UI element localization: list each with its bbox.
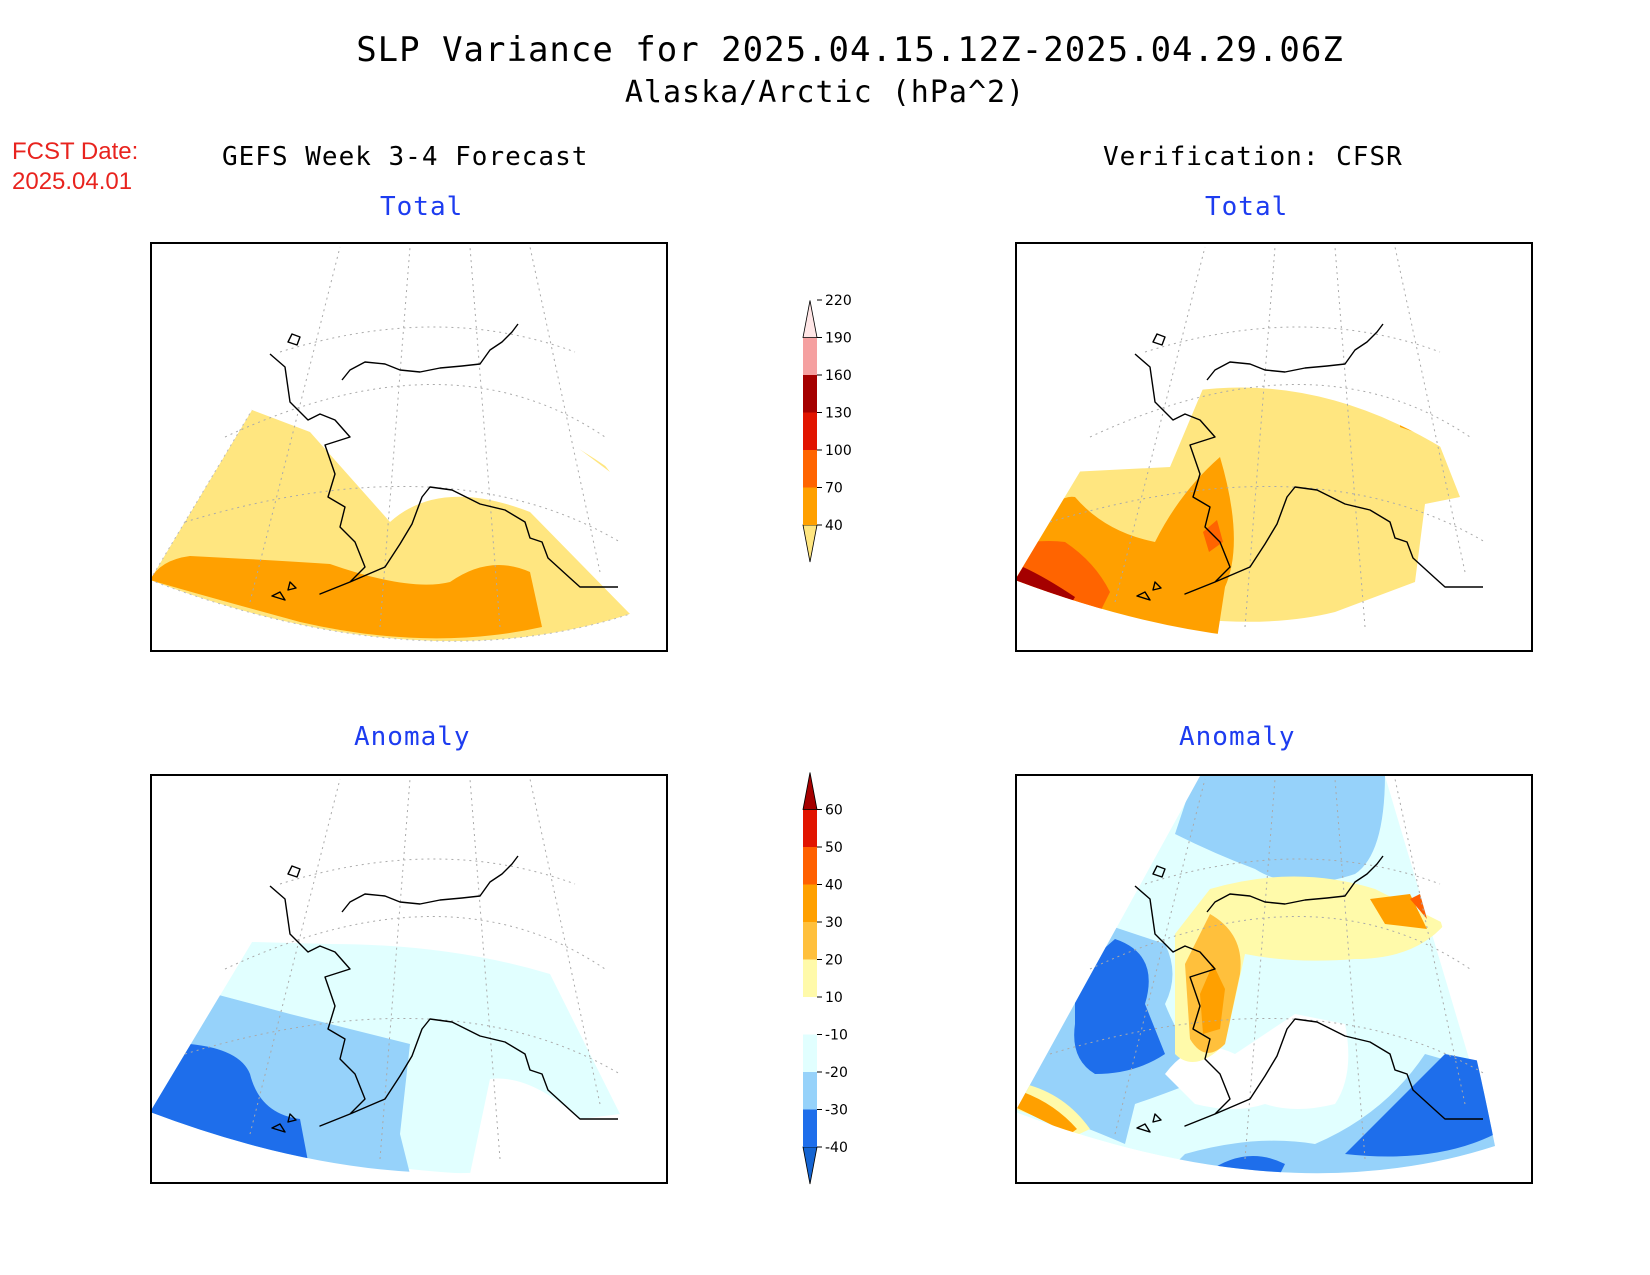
colorbar-total-bin: [803, 337, 817, 375]
colorbar-total-label: 220: [825, 293, 852, 309]
colorbar-total-bin: [802, 300, 818, 338]
colorbar-anomaly-bin: [803, 1072, 817, 1110]
colorbar-anomaly-bin: [803, 1109, 817, 1147]
colorbar-total: 40 70 100 130 160 190 220: [802, 293, 852, 563]
map-frame: [1015, 774, 1533, 1184]
colorbar-anomaly-label: 40: [825, 878, 843, 894]
right-column-heading: Verification: CFSR: [1103, 142, 1403, 172]
colorbar-anomaly-bin: [803, 884, 817, 922]
colorbar-anomaly-bin: [802, 772, 818, 810]
colorbar-total-bin: [803, 412, 817, 450]
colorbar-total-bin: [803, 487, 817, 525]
colorbar-anomaly-label: 30: [825, 915, 843, 931]
colorbar-total-bin: [802, 524, 818, 563]
map-verification-total: [1015, 242, 1533, 652]
colorbar-anomaly-bin: [803, 959, 817, 997]
colorbar-anomaly-label: 60: [825, 803, 843, 819]
forecast-date-label: FCST Date:: [12, 138, 139, 165]
colorbar-total-label: 40: [825, 518, 843, 534]
map-verification-anomaly: [1015, 774, 1533, 1184]
colorbar-total-bin: [803, 450, 817, 488]
main-subtitle: Alaska/Arctic (hPa^2): [624, 75, 1026, 110]
colorbar-anomaly-bin: [803, 997, 817, 1035]
main-title: SLP Variance for 2025.04.15.12Z-2025.04.…: [356, 30, 1344, 70]
map-forecast-anomaly: [150, 774, 668, 1184]
left-column-heading: GEFS Week 3-4 Forecast: [222, 142, 589, 172]
coastline: [269, 323, 618, 595]
forecast-date-value: 2025.04.01: [12, 168, 133, 195]
colorbar-anomaly-bin: [803, 1034, 817, 1072]
map-frame: [150, 774, 668, 1184]
colorbar-anomaly-label: -40: [825, 1140, 848, 1156]
colorbar-anomaly-bin: [803, 809, 817, 847]
panel-tr-subtitle: Total: [1205, 192, 1289, 222]
colorbar-total-label: 70: [825, 481, 843, 497]
colorbar-anomaly-label: -30: [825, 1103, 848, 1119]
colorbar-anomaly-bin: [803, 922, 817, 960]
map-forecast-total: [150, 242, 668, 652]
panel-br-subtitle: Anomaly: [1179, 722, 1296, 752]
colorbar-anomaly: -40 -30 -20 -10 10 20 30 40 50 60: [802, 772, 848, 1185]
colorbar-total-bin: [803, 375, 817, 413]
map-frame: [1015, 242, 1533, 652]
colorbar-anomaly-label: 10: [825, 990, 843, 1006]
colorbar-anomaly-label: -20: [825, 1065, 848, 1081]
panel-bl-subtitle: Anomaly: [354, 722, 471, 752]
colorbar-total-label: 190: [825, 331, 852, 347]
colorbar-total-label: 130: [825, 406, 852, 422]
colorbar-anomaly-bin: [803, 847, 817, 885]
panel-tl-subtitle: Total: [380, 192, 464, 222]
colorbar-anomaly-label: 20: [825, 953, 843, 969]
colorbar-anomaly-label: 50: [825, 840, 843, 856]
map-frame: [150, 242, 668, 652]
colorbar-total-label: 160: [825, 368, 852, 384]
colorbar-anomaly-bin: [802, 1146, 818, 1185]
colorbar-anomaly-label: -10: [825, 1028, 848, 1044]
colorbar-total-label: 100: [825, 443, 852, 459]
